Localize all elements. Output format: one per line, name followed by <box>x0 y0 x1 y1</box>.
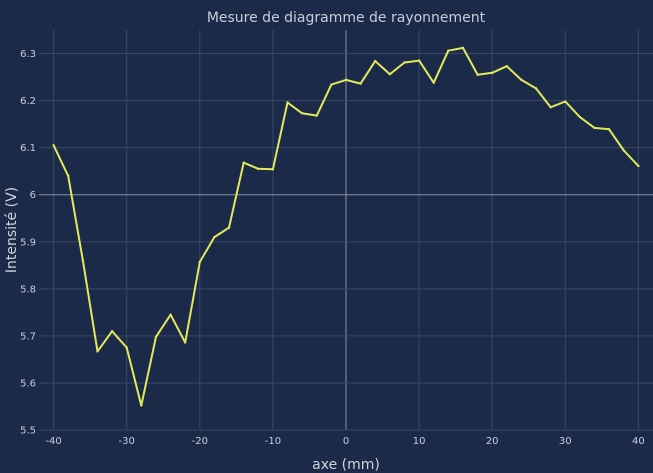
data-point <box>183 341 187 344</box>
y-tick-label: 5.7 <box>20 331 36 342</box>
data-point <box>374 59 377 63</box>
data-point <box>213 235 216 239</box>
data-point <box>461 46 465 50</box>
data-point <box>242 161 245 164</box>
data-point <box>52 144 55 147</box>
data-point <box>257 167 260 171</box>
data-point <box>227 226 231 229</box>
data-point <box>96 350 99 353</box>
y-tick-label: 5.5 <box>20 426 36 437</box>
data-point <box>593 126 596 130</box>
data-point <box>315 114 318 117</box>
data-point <box>344 78 348 82</box>
data-point <box>140 404 143 407</box>
data-point <box>432 81 435 84</box>
data-point <box>154 335 158 339</box>
grid <box>39 30 653 431</box>
data-point <box>578 115 582 119</box>
data-point <box>81 259 85 262</box>
data-point <box>607 128 611 131</box>
x-tick-label: -30 <box>119 436 135 447</box>
data-point <box>637 164 640 168</box>
x-axis-title: axe (mm) <box>312 457 380 473</box>
y-tick-label: 5.9 <box>20 237 36 248</box>
data-point <box>564 100 567 103</box>
x-tick-label: -20 <box>192 436 208 447</box>
data-point <box>330 83 333 86</box>
y-tick-label: 5.8 <box>20 284 36 295</box>
data-point <box>67 174 70 178</box>
y-tick-label: 5.6 <box>20 378 36 389</box>
x-tick-label: 20 <box>486 436 499 447</box>
data-point <box>417 59 421 62</box>
axes: -40 -30 -20 -10 0 10 20 30 40 5.5 5.6 5.7 5.8 5.9 6 6.1… <box>20 49 645 447</box>
x-tick-label: 30 <box>559 436 572 447</box>
data-point <box>286 101 289 104</box>
x-tick-label: 10 <box>413 436 426 447</box>
data-point <box>110 329 114 333</box>
y-tick-label: 6.3 <box>20 49 36 60</box>
data-point <box>388 73 392 76</box>
data-point <box>520 78 523 82</box>
y-tick-label: 6.2 <box>20 96 36 107</box>
data-point <box>505 65 509 68</box>
data-point <box>447 49 450 52</box>
chart-title: Mesure de diagramme de rayonnement <box>207 10 486 26</box>
data-point <box>490 71 494 75</box>
data-point <box>549 105 552 109</box>
y-axis-title: Intensité (V) <box>4 187 20 273</box>
data-point <box>534 87 538 90</box>
data-point <box>403 61 406 64</box>
data-point <box>476 73 479 76</box>
data-point <box>169 313 172 316</box>
series-layer <box>52 46 640 407</box>
data-point <box>271 168 275 171</box>
y-tick-label: 6 <box>30 190 36 201</box>
data-point <box>125 346 128 349</box>
data-point <box>198 260 202 264</box>
y-tick-label: 6.1 <box>20 143 36 154</box>
data-point <box>300 112 304 115</box>
data-point <box>622 149 625 152</box>
x-tick-label: 0 <box>343 436 349 447</box>
x-tick-label: 40 <box>632 436 645 447</box>
data-point <box>359 82 362 85</box>
x-tick-label: -10 <box>265 436 281 447</box>
x-tick-label: -40 <box>45 436 61 447</box>
